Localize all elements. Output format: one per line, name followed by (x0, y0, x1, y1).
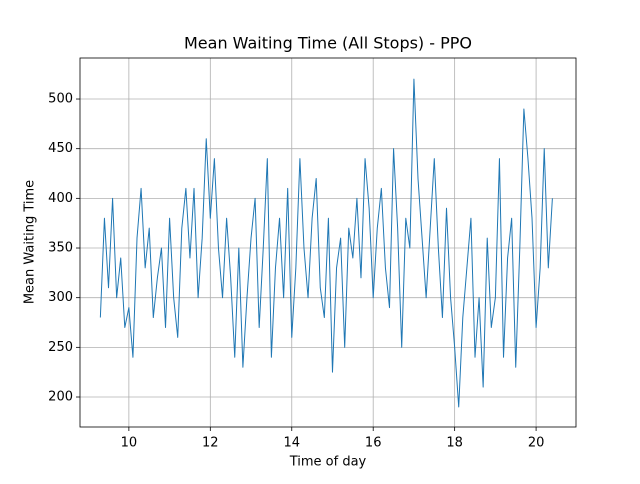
y-tick-label: 500 (48, 92, 73, 107)
y-tick-label: 200 (48, 390, 73, 405)
y-tick-label: 350 (48, 241, 73, 256)
x-tick-label: 10 (121, 436, 138, 451)
x-tick-label: 20 (528, 436, 545, 451)
y-tick-label: 450 (48, 141, 73, 156)
plot-frame (79, 57, 577, 428)
y-tick-label: 250 (48, 340, 73, 355)
x-tick-label: 14 (283, 436, 300, 451)
y-tick-label: 400 (48, 191, 73, 206)
chart-title: Mean Waiting Time (All Stops) - PPO (184, 34, 472, 53)
y-tick-label: 300 (48, 290, 73, 305)
data-line (99, 78, 553, 408)
y-axis-label: Mean Waiting Time (23, 180, 38, 304)
x-axis-label: Time of day (289, 455, 367, 470)
x-tick-label: 16 (365, 436, 382, 451)
x-tick-label: 12 (202, 436, 219, 451)
x-tick-label: 18 (446, 436, 463, 451)
